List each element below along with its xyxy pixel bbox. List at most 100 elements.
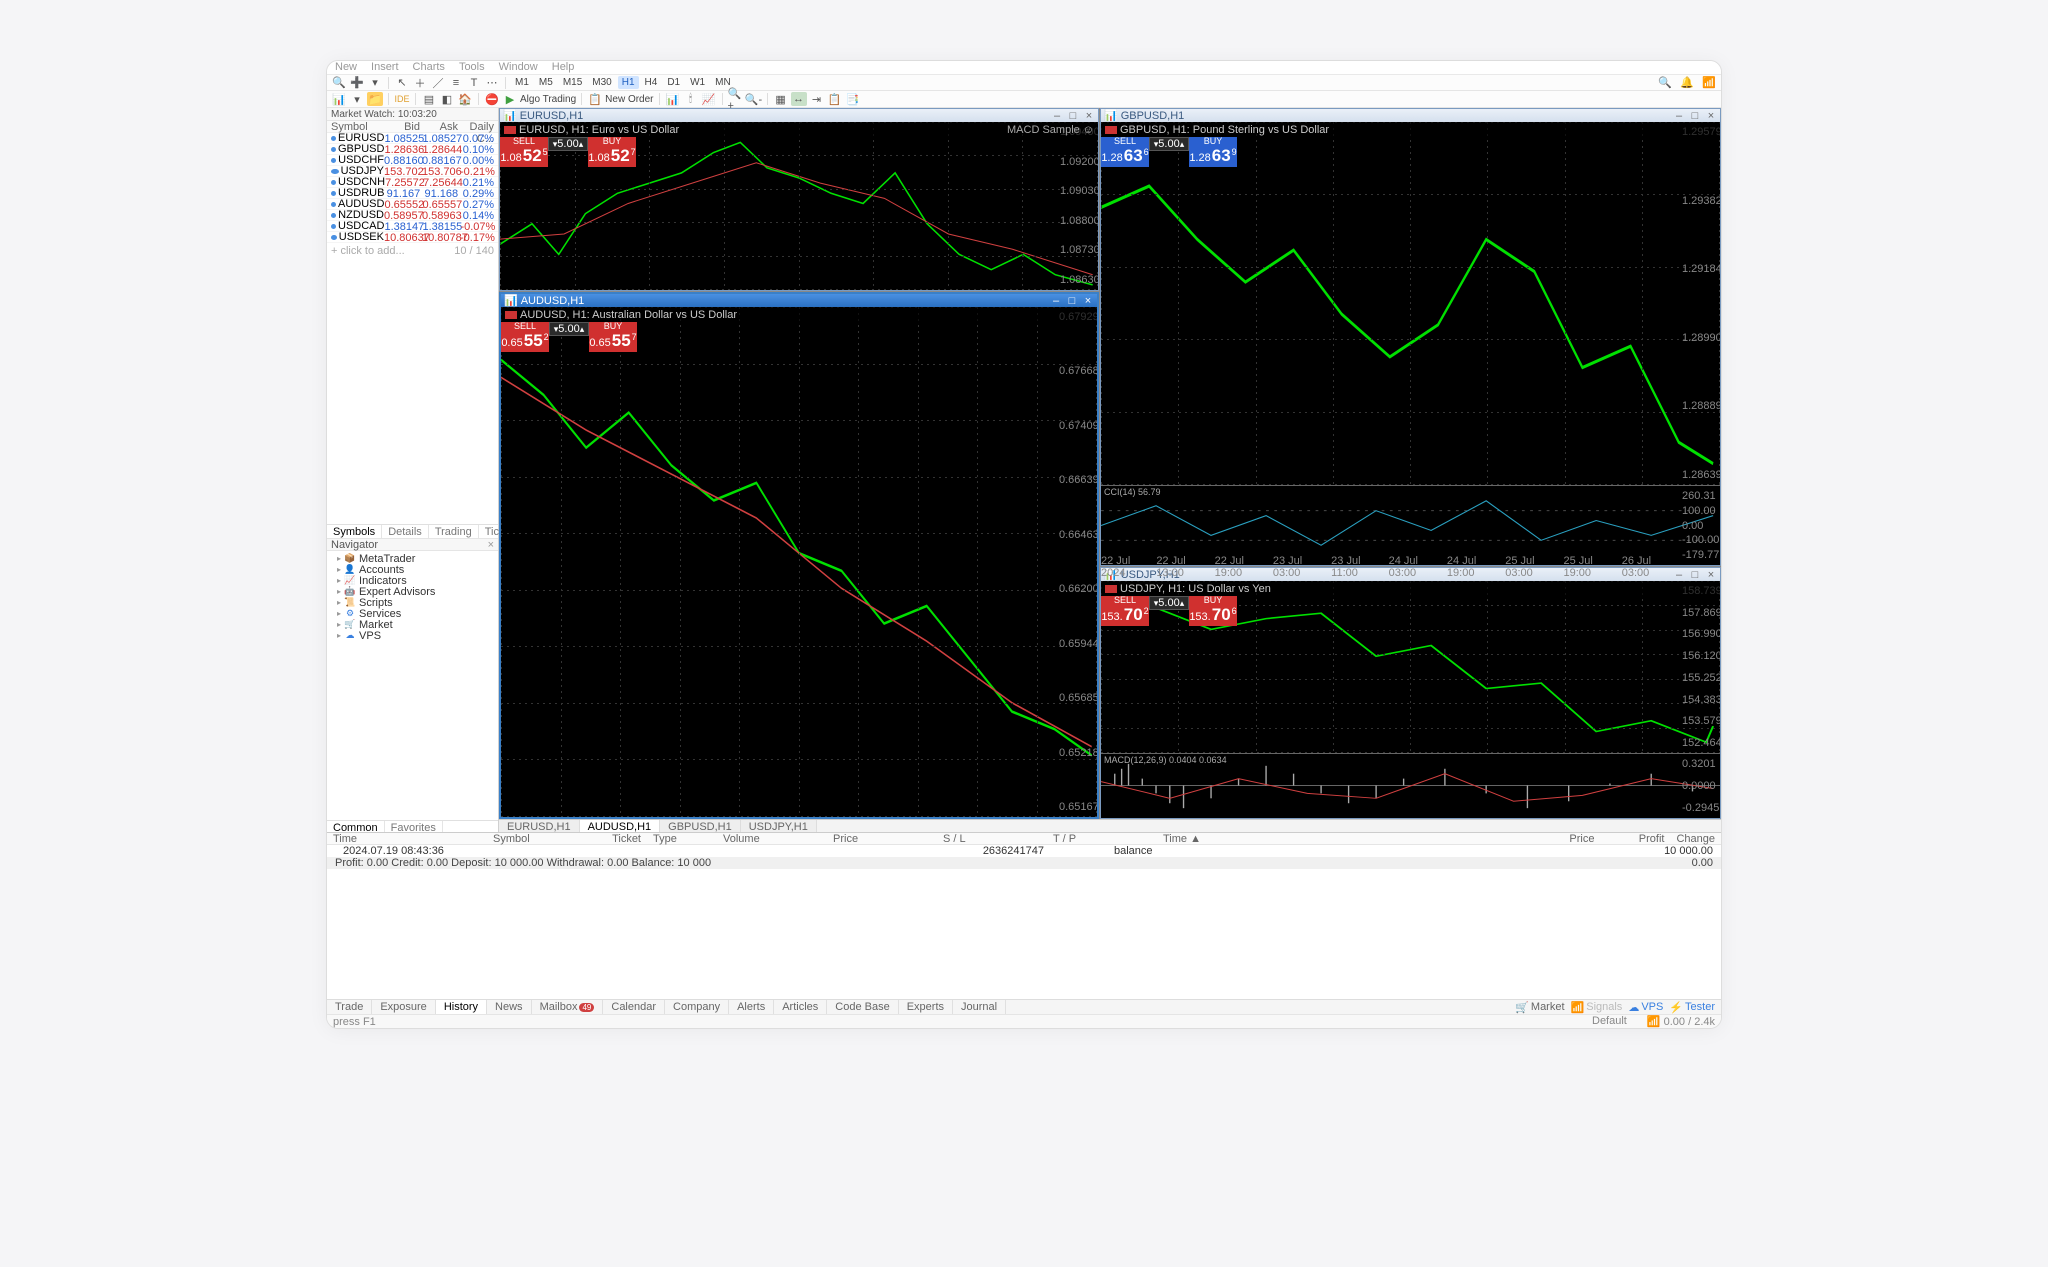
add-symbol-hint[interactable]: + click to add...	[331, 245, 405, 257]
col-symbol[interactable]: Symbol	[487, 833, 577, 844]
chart-canvas[interactable]: AUDUSD, H1: Australian Dollar vs US Doll…	[501, 307, 1097, 817]
terminal-row[interactable]: 2024.07.19 08:43:36 2636241747 balance 1…	[327, 845, 1721, 857]
chart-canvas[interactable]: GBPUSD, H1: Pound Sterling vs US Dollar …	[1101, 122, 1720, 485]
stop-icon[interactable]: ⛔	[484, 92, 500, 106]
minimize-icon[interactable]: –	[1673, 569, 1685, 580]
navigator-item[interactable]: ▸📜Scripts	[331, 597, 494, 608]
tab-calendar[interactable]: Calendar	[603, 1000, 665, 1014]
algo-toggle-icon[interactable]: ▶	[502, 92, 518, 106]
tile-icon[interactable]: ▦	[773, 92, 789, 106]
timeframe-h1[interactable]: H1	[618, 76, 639, 89]
zoom-out-icon[interactable]: 🔍-	[746, 92, 762, 106]
navigator-item[interactable]: ▸📦MetaTrader	[331, 553, 494, 564]
volume-input[interactable]: ▾ 5.00 ▴	[548, 137, 588, 151]
navigator-icon[interactable]: ◧	[439, 92, 455, 106]
minimize-icon[interactable]: –	[1051, 110, 1063, 121]
chart-canvas[interactable]: EURUSD, H1: Euro vs US Dollar MACD Sampl…	[500, 122, 1098, 290]
col-change[interactable]: Daily C...	[460, 121, 498, 132]
zoom-in-icon[interactable]: 🔍+	[728, 92, 744, 106]
status-profile[interactable]: Default	[1592, 1015, 1627, 1028]
col-volume[interactable]: Volume	[717, 833, 827, 844]
navigator-item[interactable]: ▸☁VPS	[331, 630, 494, 641]
col-price[interactable]: Price	[827, 833, 937, 844]
buy-button[interactable]: BUY 153.706	[1189, 596, 1237, 626]
buy-button[interactable]: BUY 1.28639	[1189, 137, 1237, 167]
more-icon[interactable]: ⋯	[484, 76, 500, 90]
close-icon[interactable]: ×	[1705, 569, 1717, 580]
add-icon[interactable]: ➕	[349, 76, 365, 90]
chart-canvas[interactable]: USDJPY, H1: US Dollar vs Yen SELL 153.70…	[1101, 581, 1720, 753]
chart-tab[interactable]: USDJPY,H1	[741, 820, 817, 832]
sell-button[interactable]: SELL 1.08525	[500, 137, 548, 167]
tab-details[interactable]: Details	[382, 525, 429, 538]
chart-candle-icon[interactable]: 🕯	[683, 92, 699, 106]
tab-mailbox[interactable]: Mailbox 49	[532, 1000, 604, 1014]
close-icon[interactable]: ×	[1082, 295, 1094, 306]
timeframe-m15[interactable]: M15	[559, 76, 586, 89]
tab-exposure[interactable]: Exposure	[372, 1000, 435, 1014]
dropdown-icon[interactable]: ▾	[367, 76, 383, 90]
buy-button[interactable]: BUY 1.08527	[588, 137, 636, 167]
chart-titlebar[interactable]: 📊 EURUSD,H1 – □ ×	[500, 109, 1098, 122]
chart-tab[interactable]: GBPUSD,H1	[660, 820, 741, 832]
tab-company[interactable]: Company	[665, 1000, 729, 1014]
menu-item[interactable]: Window	[499, 61, 538, 73]
zoom-icon[interactable]: 🔍	[331, 76, 347, 90]
menu-item[interactable]: Tools	[459, 61, 485, 73]
folder-icon[interactable]: 📁	[367, 92, 383, 106]
tab-symbols[interactable]: Symbols	[327, 525, 382, 538]
navigator-item[interactable]: ▸🤖Expert Advisors	[331, 586, 494, 597]
hline-icon[interactable]: ≡	[448, 76, 464, 90]
tab-trading[interactable]: Trading	[429, 525, 479, 538]
cursor-icon[interactable]: ↖	[394, 76, 410, 90]
navigator-item[interactable]: ▸🛒Market	[331, 619, 494, 630]
tab-favorites[interactable]: Favorites	[385, 821, 443, 832]
link-signals[interactable]: 📶 Signals	[1571, 1001, 1623, 1014]
navigator-item[interactable]: ▸📈Indicators	[331, 575, 494, 586]
menu-item[interactable]: Insert	[371, 61, 399, 73]
col-profit[interactable]: Profit	[1600, 833, 1670, 844]
chart-line-icon[interactable]: 📈	[701, 92, 717, 106]
col-symbol[interactable]: Symbol	[327, 121, 384, 132]
col-time2[interactable]: Time ▲	[1157, 833, 1520, 844]
maximize-icon[interactable]: □	[1067, 110, 1079, 121]
tab-experts[interactable]: Experts	[899, 1000, 953, 1014]
timeframe-d1[interactable]: D1	[663, 76, 684, 89]
indicator-list-icon[interactable]: 📋	[827, 92, 843, 106]
market-watch-row[interactable]: USDSEK10.8063710.80787-0.17%	[327, 232, 498, 243]
search-icon[interactable]: 🔍	[1657, 76, 1673, 90]
autoscroll-icon[interactable]: ↔	[791, 92, 807, 106]
volume-input[interactable]: ▾ 5.00 ▴	[1149, 596, 1189, 610]
maximize-icon[interactable]: □	[1689, 569, 1701, 580]
col-change[interactable]: Change	[1670, 833, 1721, 844]
close-icon[interactable]: ×	[488, 539, 494, 551]
line-icon[interactable]: ／	[430, 76, 446, 90]
new-order-label[interactable]: New Order	[605, 94, 653, 105]
new-order-icon[interactable]: 📋	[587, 92, 603, 106]
sell-button[interactable]: SELL 0.65552	[501, 322, 549, 352]
link-tester[interactable]: ⚡ Tester	[1669, 1001, 1715, 1014]
col-type[interactable]: Type	[647, 833, 717, 844]
chart-tab[interactable]: EURUSD,H1	[499, 820, 580, 832]
chart-titlebar[interactable]: 📊 GBPUSD,H1 – □ ×	[1101, 109, 1720, 122]
menu-item[interactable]: Help	[552, 61, 575, 73]
timeframe-h4[interactable]: H4	[641, 76, 662, 89]
link-vps[interactable]: ☁ VPS	[1628, 1001, 1663, 1014]
col-ticket[interactable]: Ticket	[577, 833, 647, 844]
minimize-icon[interactable]: –	[1050, 295, 1062, 306]
volume-input[interactable]: ▾ 5.00 ▴	[1149, 137, 1189, 151]
close-icon[interactable]: ×	[1705, 110, 1717, 121]
tab-articles[interactable]: Articles	[774, 1000, 827, 1014]
volume-input[interactable]: ▾ 5.00 ▴	[549, 322, 589, 336]
minimize-icon[interactable]: –	[1673, 110, 1685, 121]
menu-item[interactable]: New	[335, 61, 357, 73]
profiles-icon[interactable]: ▾	[349, 92, 365, 106]
sell-button[interactable]: SELL 153.702	[1101, 596, 1149, 626]
chart-tab[interactable]: AUDUSD,H1	[580, 820, 661, 832]
shift-icon[interactable]: ⇥	[809, 92, 825, 106]
sell-button[interactable]: SELL 1.28636	[1101, 137, 1149, 167]
chart-titlebar[interactable]: 📊 AUDUSD,H1 – □ ×	[501, 294, 1097, 307]
tab-journal[interactable]: Journal	[953, 1000, 1006, 1014]
col-tp[interactable]: T / P	[1047, 833, 1157, 844]
tab-alerts[interactable]: Alerts	[729, 1000, 774, 1014]
